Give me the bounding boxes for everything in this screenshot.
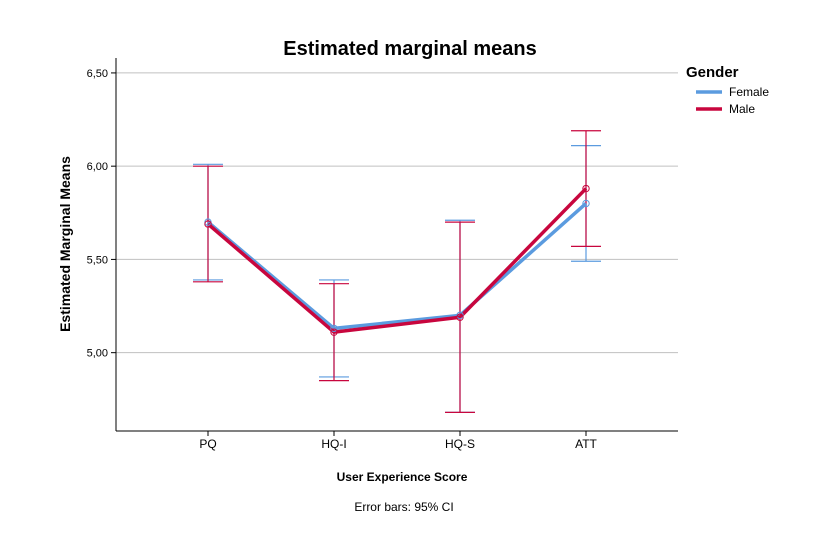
- data-point-female: [330, 324, 338, 333]
- data-point-male: [456, 313, 464, 321]
- data-point-male: [204, 220, 212, 228]
- legend-title: Gender: [686, 64, 739, 81]
- legend: Gender Female Male: [686, 64, 769, 116]
- series-lines: [206, 187, 588, 334]
- data-point-female: [204, 218, 212, 226]
- x-tick-label: HQ-I: [321, 437, 346, 451]
- y-axis-label: Estimated Marginal Means: [57, 156, 73, 332]
- data-point-female: [456, 311, 464, 320]
- data-point-male: [582, 184, 590, 193]
- error-bars: [193, 130, 601, 413]
- x-axis-label: User Experience Score: [337, 470, 468, 484]
- gridlines: [116, 72, 678, 354]
- x-axis-ticks: PQ HQ-I HQ-S ATT: [199, 431, 598, 451]
- y-tick-label: 5,00: [87, 348, 108, 360]
- y-tick-label: 6,00: [87, 161, 108, 173]
- x-tick-label: PQ: [199, 437, 216, 451]
- x-tick-label: ATT: [575, 437, 597, 451]
- series-points: [204, 184, 590, 336]
- y-tick-label: 6,50: [87, 68, 108, 80]
- legend-label-female: Female: [729, 85, 769, 99]
- error-bar-note: Error bars: 95% CI: [354, 500, 453, 514]
- x-tick-label: HQ-S: [445, 437, 475, 451]
- y-axis-ticks: 5,00 5,50 6,00 6,50: [87, 68, 116, 360]
- y-tick-label: 5,50: [87, 254, 108, 266]
- legend-label-male: Male: [729, 102, 755, 116]
- chart-title: Estimated marginal means: [283, 38, 536, 60]
- data-point-male: [330, 328, 338, 336]
- series-line-male: [206, 187, 588, 334]
- series-line-female: [206, 202, 588, 331]
- data-point-female: [582, 199, 590, 208]
